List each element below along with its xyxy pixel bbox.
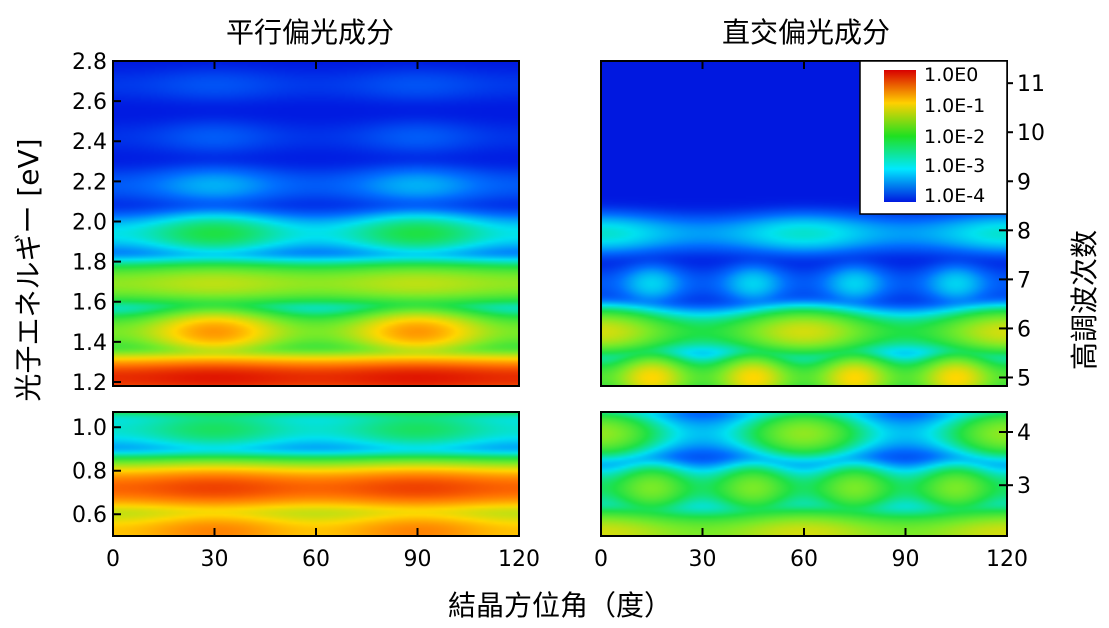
y-axis-right-title: 高調波次数 <box>1068 230 1101 370</box>
colorbar-label-3: 1.0E-3 <box>924 155 985 177</box>
heatmap-parallel-upper <box>113 61 519 386</box>
panel-title-perpendicular: 直交偏光成分 <box>722 16 890 49</box>
y-tick-label-upper-6: 2.4 <box>72 130 107 155</box>
y-tick-label-upper-0: 1.2 <box>72 371 107 396</box>
y-tick-label-upper-4: 2.0 <box>72 210 107 235</box>
y-tick-label-upper-3: 1.8 <box>72 251 107 276</box>
x-tick-label-1-4: 120 <box>986 547 1028 572</box>
colorbar-label-1: 1.0E-1 <box>924 95 985 117</box>
y-tick-label-upper-5: 2.2 <box>72 170 107 195</box>
x-tick-label-1-1: 30 <box>689 547 717 572</box>
harmonic-tick-label-6: 8 <box>1017 219 1031 244</box>
y-tick-label-upper-8: 2.8 <box>72 50 107 75</box>
x-tick-label-0-2: 60 <box>302 547 330 572</box>
y-tick-label-upper-1: 1.4 <box>72 331 107 356</box>
harmonic-tick-label-9: 11 <box>1017 72 1045 97</box>
y-tick-label-upper-2: 1.6 <box>72 291 107 316</box>
colorbar-label-4: 1.0E-4 <box>924 185 985 207</box>
x-tick-label-1-3: 90 <box>892 547 920 572</box>
axis-ticks: 1.21.41.61.82.02.22.42.62.80.60.81.00 30 6… <box>72 50 1045 572</box>
y-tick-label-lower-0: 0.6 <box>72 503 107 528</box>
x-axis-title: 結晶方位角（度） <box>448 589 672 622</box>
x-tick-label-1-2: 60 <box>790 547 818 572</box>
harmonic-tick-label-5: 7 <box>1017 268 1031 293</box>
harmonic-tick-label-7: 9 <box>1017 170 1031 195</box>
harmonic-tick-label-3: 5 <box>1017 366 1031 391</box>
y-tick-label-upper-7: 2.6 <box>72 90 107 115</box>
harmonic-tick-label-1: 3 <box>1017 474 1031 499</box>
y-tick-label-lower-2: 1.0 <box>72 416 107 441</box>
x-tick-label-0-1: 30 <box>201 547 229 572</box>
y-axis-left-title: 光子エネルギー [eV] <box>12 138 45 401</box>
panel-title-parallel: 平行偏光成分 <box>226 16 394 49</box>
y-tick-label-lower-1: 0.8 <box>72 460 107 485</box>
x-tick-label-0-0: 0 <box>106 547 120 572</box>
colorbar-label-2: 1.0E-2 <box>924 126 985 148</box>
x-tick-label-0-3: 90 <box>404 547 432 572</box>
x-tick-label-1-0: 0 <box>594 547 608 572</box>
heatmap-perpendicular-lower <box>601 412 1007 536</box>
harmonic-tick-label-2: 4 <box>1017 421 1031 446</box>
harmonic-tick-label-8: 10 <box>1017 121 1045 146</box>
x-tick-label-0-4: 120 <box>498 547 540 572</box>
heatmap-parallel-lower <box>113 412 519 536</box>
harmonic-tick-label-4: 6 <box>1017 317 1031 342</box>
colorbar-label-0: 1.0E0 <box>924 64 978 86</box>
colorbar <box>884 70 916 202</box>
